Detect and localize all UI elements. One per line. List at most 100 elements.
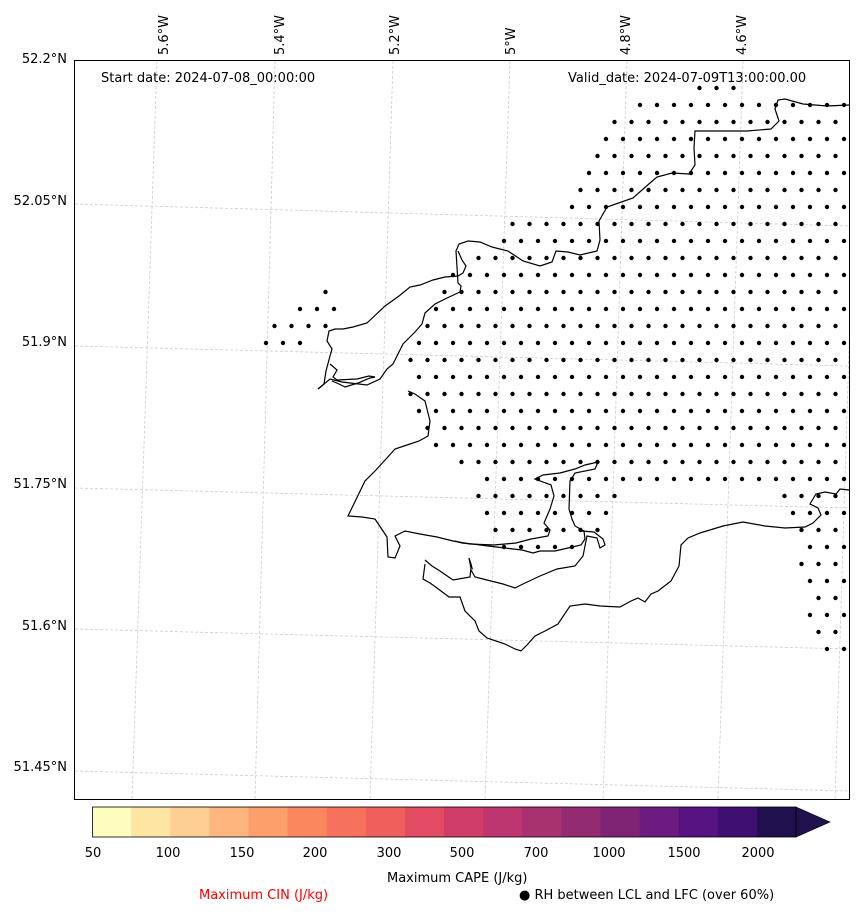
rh-dot [629,221,634,227]
rh-dot [459,357,464,363]
rh-dot [501,510,507,516]
rh-dot [425,357,430,363]
rh-dot [518,374,524,380]
rh-dot [595,187,600,193]
rh-dot [484,408,490,414]
rh-dot [782,323,787,329]
lat-label-51.75n: 51.75°N [13,477,67,492]
rh-dot [484,340,490,346]
rh-dot [824,340,830,346]
colorbar-block [483,807,523,837]
rh-dot [714,289,719,295]
rh-dot [484,510,490,516]
rh-dot [620,136,626,142]
rh-dot [756,170,762,176]
rh-dot [671,374,677,380]
rh-dot [841,374,847,380]
rh-dot [782,289,787,295]
map-panel[interactable]: Start date: 2024-07-08_00:00:00 Valid_da… [74,60,850,800]
rh-dot [595,357,600,363]
meridian-4.4w [834,336,849,799]
rh-dot [773,204,779,210]
colorbar-block [444,807,484,837]
rh-dot [620,238,626,244]
rh-dot [739,306,745,312]
rh-dot [544,357,549,363]
rh-dot [561,357,566,363]
colorbar-block [326,807,367,837]
rh-dot [612,153,617,159]
rh-dot [807,510,813,516]
rh-dot [748,255,753,261]
rh-dot [824,272,830,278]
rh-dot [450,408,456,414]
rh-dot [739,136,745,142]
rh-dot [790,238,796,244]
rh-dot [765,425,770,431]
rh-dot [450,442,456,448]
rh-dot [799,323,804,329]
rh-dot [841,578,847,584]
rh-dot [561,391,566,397]
rh-dot [493,459,498,465]
rh-dot [484,272,490,278]
lat-label-52.05n: 52.05°N [13,194,67,209]
rh-dot [569,374,575,380]
rh-dot [833,323,838,329]
rh-dot [612,357,617,363]
rh-dot [697,323,702,329]
rh-dot [501,442,507,448]
rh-dot [612,289,617,295]
rh-dot [816,527,821,533]
rh-dot [544,527,549,533]
rh-dot [680,323,685,329]
rh-dot [824,544,830,550]
rh-dot [578,323,583,329]
rh-dot [578,187,583,193]
rh-dot [493,289,498,295]
colorbar-tick-200: 200 [302,846,328,861]
rh-dot [790,408,796,414]
rh-dot [680,119,685,125]
lon-label-4.8w: 4.8°W [619,14,634,55]
rh-dot [841,238,847,244]
rh-dot [688,306,694,312]
rh-dot [816,629,821,635]
rh-dots-layer [263,85,847,652]
rh-dot [705,442,711,448]
rh-dot [799,255,804,261]
rh-dot [637,306,643,312]
rh-dot [442,425,447,431]
rh-dot [535,272,541,278]
rh-dot [731,425,736,431]
rh-dot [586,374,592,380]
rh-dot [739,102,745,108]
coastline-south-main [470,530,606,589]
rh-dot [697,289,702,295]
rh-dot [697,119,702,125]
rh-dot [586,476,592,482]
rh-dot [527,255,532,261]
rh-dot [612,425,617,431]
colorbar-block [131,807,171,837]
rh-dot [416,374,422,380]
rh-dot [586,306,592,312]
colorbar-block [600,807,640,837]
colorbar-tick-1500: 1500 [667,846,701,861]
rh-dot [493,425,498,431]
rh-dot [688,238,694,244]
rh-dot [569,408,575,414]
colorbar-block [639,807,680,837]
rh-dot [714,323,719,329]
rh-dot [790,102,796,108]
colorbar-block [717,807,758,837]
rh-dot [501,238,507,244]
rh-dot [680,153,685,159]
rh-dot [714,221,719,227]
meridian-5.2w [369,61,394,799]
rh-dot [527,323,532,329]
rh-dot [552,306,558,312]
rh-dot [433,306,439,312]
rh-dot [501,374,507,380]
colorbar-outline [92,806,797,838]
